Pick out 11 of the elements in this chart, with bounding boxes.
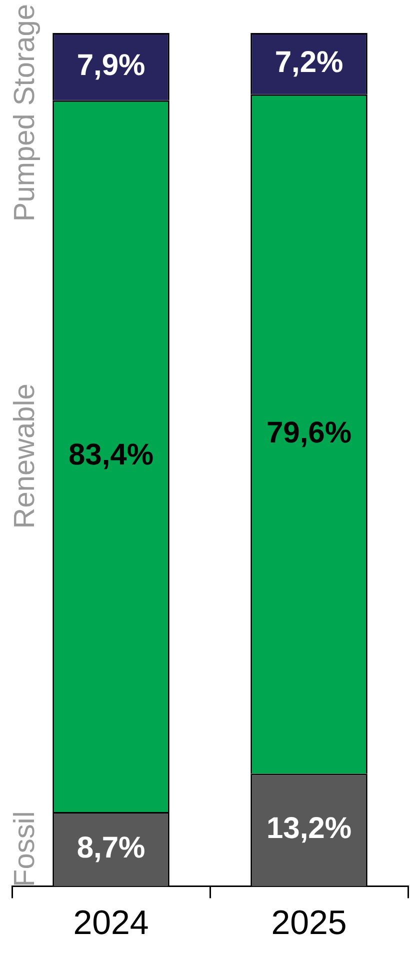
data-label: 13,2% [266,812,352,846]
data-label: 79,6% [266,416,352,450]
x-tick-label: 2024 [73,904,149,942]
data-label: 7,2% [274,46,344,79]
data-label: 83,4% [68,438,154,472]
data-label: 7,9% [76,48,146,82]
x-tick-label: 2025 [271,904,347,942]
text: Renewable [9,384,41,529]
data-label: 8,7% [76,831,146,864]
text: Pumped Storage [9,4,41,222]
text: Fossil [9,811,41,887]
